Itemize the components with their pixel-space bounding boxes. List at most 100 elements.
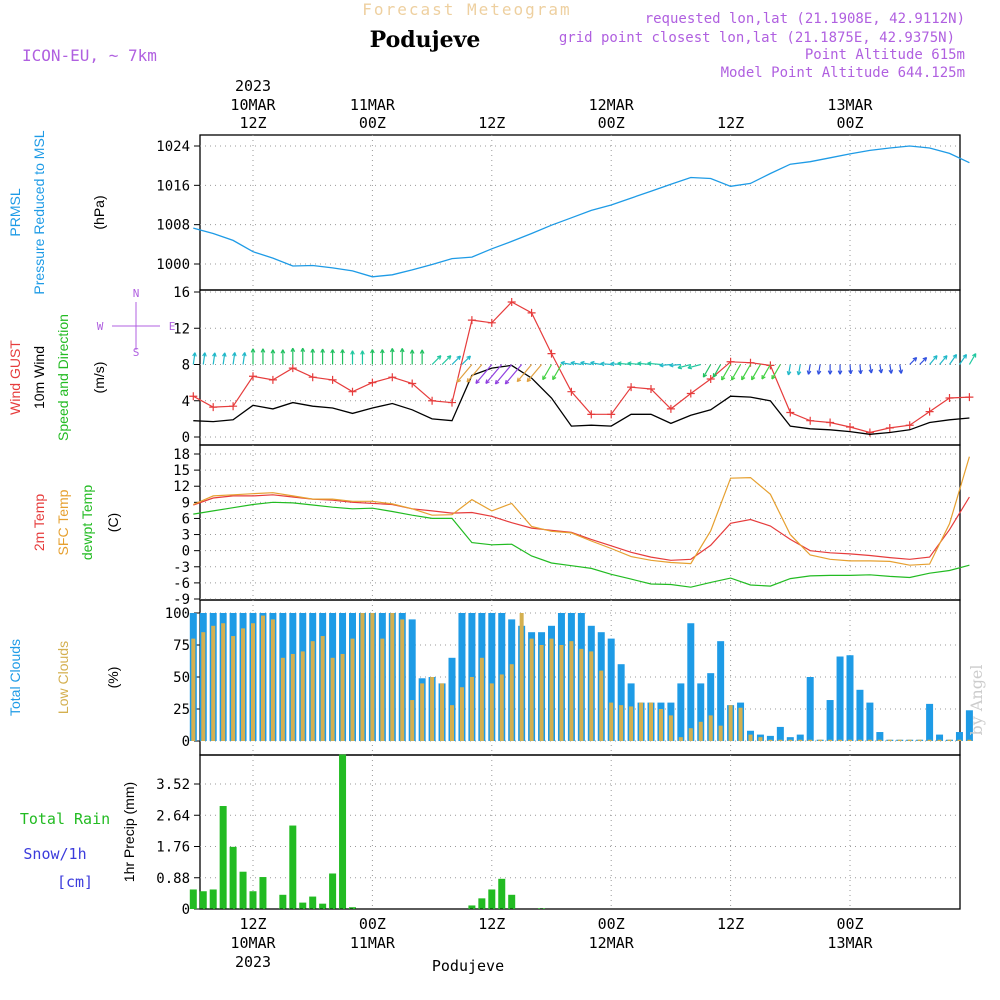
wind-arrow-head (320, 348, 326, 353)
low-cloud-bar (469, 677, 474, 741)
wind-arrow-head (647, 361, 652, 366)
rain-bar (488, 889, 496, 909)
gust-marker (547, 349, 556, 358)
wind-arrow (242, 352, 246, 365)
wind-arrow (192, 352, 196, 365)
gust-marker (348, 387, 357, 396)
wind-arrow (879, 364, 882, 374)
y-tick-label: 0.88 (156, 871, 190, 887)
gust-line (193, 301, 970, 434)
y-tick-label: 18 (173, 447, 190, 463)
top-time-label: 12MAR (589, 96, 635, 114)
gust-marker (587, 410, 596, 419)
wind-arrow-head (280, 349, 286, 354)
total-cloud-bar (826, 700, 834, 741)
top-time-label: 10MAR (230, 96, 276, 114)
wind-arrow (849, 364, 852, 374)
low-cloud-bar (410, 700, 415, 741)
rain-bar (329, 873, 337, 909)
total-cloud-bar (766, 735, 774, 741)
wind-arrow-head (677, 364, 683, 370)
panel-ylabel: (%) (105, 667, 121, 689)
wind-arrow (516, 364, 533, 382)
low-cloud-bar (241, 628, 246, 741)
y-tick-label: 4 (182, 394, 190, 410)
low-cloud-bar (191, 638, 196, 741)
wind-arrow-head (192, 352, 197, 357)
y-tick-label: 15 (173, 463, 190, 479)
gust-marker (428, 396, 437, 405)
low-cloud-bar (778, 739, 783, 741)
wind-speed-line (193, 364, 970, 435)
low-cloud-bar (440, 683, 445, 741)
rain-bar (279, 894, 287, 909)
total-cloud-bar (776, 726, 784, 741)
low-cloud-bar (559, 645, 564, 741)
low-cloud-bar (360, 613, 365, 741)
model-label: ICON-EU, ~ 7km (22, 46, 157, 65)
gust-marker (527, 308, 536, 317)
wind-arrow-head (637, 361, 642, 366)
y-tick-label: 2.64 (156, 808, 190, 824)
total-cloud-bar (488, 613, 496, 741)
panel-ylabel: Total Clouds (7, 639, 23, 716)
wind-arrow-head (943, 355, 948, 360)
sfc-temp-line (193, 456, 970, 566)
wind-arrow-head (466, 378, 472, 383)
prmsl-line (193, 145, 970, 278)
wind-arrow-head (485, 379, 490, 384)
low-cloud-bar (748, 734, 753, 741)
wind-arrow-head (806, 370, 812, 375)
wind-arrow (899, 364, 902, 374)
panel-ylabel: Pressure Reduced to MSL (31, 130, 47, 294)
precip-legend-label: Total Rain (20, 810, 110, 828)
wind-arrow-head (751, 375, 756, 381)
total-cloud-bar (836, 656, 844, 741)
gust-marker (786, 408, 795, 417)
y-tick-label: 25 (173, 702, 190, 718)
wind-arrow (751, 364, 761, 381)
wind-arrow (560, 362, 572, 366)
gust-marker (268, 375, 277, 384)
bottom-time-label: 00Z (836, 915, 863, 933)
wind-arrow-head (848, 369, 853, 375)
low-cloud-bar (201, 632, 206, 741)
low-cloud-bar (629, 706, 634, 741)
wind-arrow-head (504, 379, 510, 385)
wind-arrow-head (290, 347, 296, 352)
rain-bar (199, 891, 207, 909)
wind-arrow-head (436, 355, 442, 360)
top-time-label: 12Z (239, 114, 266, 132)
rain-bar (189, 889, 197, 909)
low-cloud-bar (350, 638, 355, 741)
wind-arrow (817, 364, 821, 375)
wind-arrow (958, 354, 967, 365)
wind-arrow-head (300, 347, 306, 352)
wind-arrow-head (409, 349, 415, 354)
top-time-label: 12Z (717, 114, 744, 132)
compass-label: N (133, 287, 140, 300)
y-tick-label: 0 (182, 902, 190, 918)
wind-arrow-head (888, 369, 894, 374)
wind-arrow (687, 363, 701, 369)
panel-ylabel: SFC Temp (55, 489, 71, 555)
wind-arrow (869, 364, 872, 374)
wind-arrow-head (340, 349, 345, 354)
gust-marker (368, 378, 377, 387)
total-cloud-bar (607, 638, 615, 741)
panel-ylabel: 10m Wind (31, 346, 47, 409)
wind-arrow (929, 355, 938, 365)
rain-bar (249, 891, 257, 909)
rain-bar (219, 806, 227, 909)
wind-arrow-head (878, 369, 884, 374)
panel-ylabel: PRMSL (7, 188, 23, 236)
top-time-label: 00Z (598, 114, 625, 132)
low-cloud-bar (639, 702, 644, 741)
low-cloud-bar (798, 739, 803, 741)
panel-frame-3 (199, 444, 961, 601)
wind-arrow (542, 364, 553, 380)
low-cloud-bar (698, 721, 703, 741)
rain-bar (468, 905, 476, 909)
wind-arrow-head (600, 361, 605, 367)
low-cloud-bar (330, 657, 335, 741)
